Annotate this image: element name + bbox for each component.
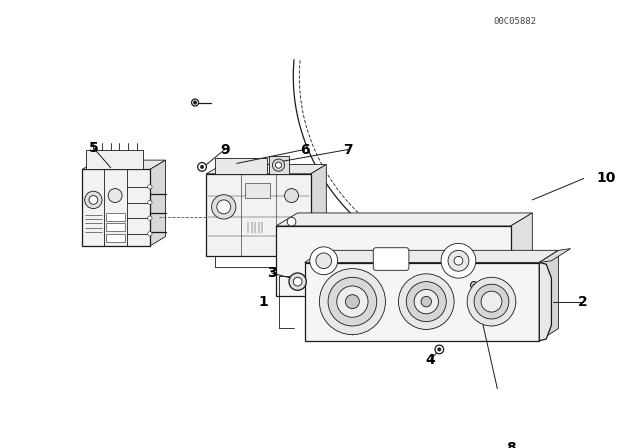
Text: 6: 6 xyxy=(300,142,309,156)
Text: 00C05882: 00C05882 xyxy=(493,17,536,26)
Polygon shape xyxy=(310,164,326,256)
Circle shape xyxy=(310,247,338,275)
Circle shape xyxy=(316,253,332,269)
Text: 4: 4 xyxy=(426,353,435,367)
Polygon shape xyxy=(511,213,532,296)
Circle shape xyxy=(148,216,152,220)
Circle shape xyxy=(421,297,431,307)
Circle shape xyxy=(467,277,516,326)
Circle shape xyxy=(473,284,476,286)
Circle shape xyxy=(200,165,204,168)
Circle shape xyxy=(470,282,477,289)
Polygon shape xyxy=(540,250,559,341)
Text: 3: 3 xyxy=(267,266,276,280)
Circle shape xyxy=(399,274,454,329)
Polygon shape xyxy=(206,174,310,256)
FancyBboxPatch shape xyxy=(373,248,409,270)
Circle shape xyxy=(212,195,236,219)
Circle shape xyxy=(148,232,152,236)
Text: 10: 10 xyxy=(596,171,616,185)
Circle shape xyxy=(328,277,377,326)
Circle shape xyxy=(435,345,444,354)
Polygon shape xyxy=(206,164,326,174)
Circle shape xyxy=(360,282,367,289)
Circle shape xyxy=(448,250,469,271)
Circle shape xyxy=(193,101,197,104)
Polygon shape xyxy=(540,249,571,263)
Circle shape xyxy=(289,273,307,290)
Polygon shape xyxy=(215,158,268,174)
Circle shape xyxy=(108,189,122,202)
Circle shape xyxy=(346,295,359,309)
Bar xyxy=(106,224,125,231)
Circle shape xyxy=(198,163,206,171)
Polygon shape xyxy=(305,250,559,263)
Text: 5: 5 xyxy=(88,141,99,155)
Text: 8: 8 xyxy=(506,441,515,448)
Polygon shape xyxy=(150,160,166,246)
Polygon shape xyxy=(269,156,289,174)
Polygon shape xyxy=(82,160,166,169)
Polygon shape xyxy=(305,263,540,341)
Circle shape xyxy=(438,348,441,351)
Circle shape xyxy=(287,217,296,226)
Text: 9: 9 xyxy=(220,142,229,156)
Circle shape xyxy=(273,159,285,171)
Circle shape xyxy=(362,284,365,287)
Circle shape xyxy=(191,99,198,106)
Circle shape xyxy=(414,289,438,314)
Text: 7: 7 xyxy=(343,142,353,156)
Bar xyxy=(106,234,125,241)
Circle shape xyxy=(293,277,302,286)
Polygon shape xyxy=(540,263,552,341)
Polygon shape xyxy=(86,151,143,169)
Circle shape xyxy=(319,269,385,335)
Text: 1: 1 xyxy=(258,295,268,309)
Circle shape xyxy=(217,200,230,214)
Circle shape xyxy=(406,282,446,322)
Circle shape xyxy=(454,256,463,265)
Polygon shape xyxy=(276,226,511,296)
Circle shape xyxy=(89,196,98,204)
Circle shape xyxy=(275,162,282,168)
Circle shape xyxy=(481,291,502,312)
Bar xyxy=(106,213,125,221)
Circle shape xyxy=(148,200,152,205)
Text: 2: 2 xyxy=(578,295,588,309)
Polygon shape xyxy=(276,213,532,226)
Bar xyxy=(246,182,270,198)
Circle shape xyxy=(285,189,298,202)
Circle shape xyxy=(84,191,102,209)
Circle shape xyxy=(441,243,476,278)
Circle shape xyxy=(337,286,368,317)
Circle shape xyxy=(148,185,152,189)
Circle shape xyxy=(474,284,509,319)
Polygon shape xyxy=(82,169,150,246)
